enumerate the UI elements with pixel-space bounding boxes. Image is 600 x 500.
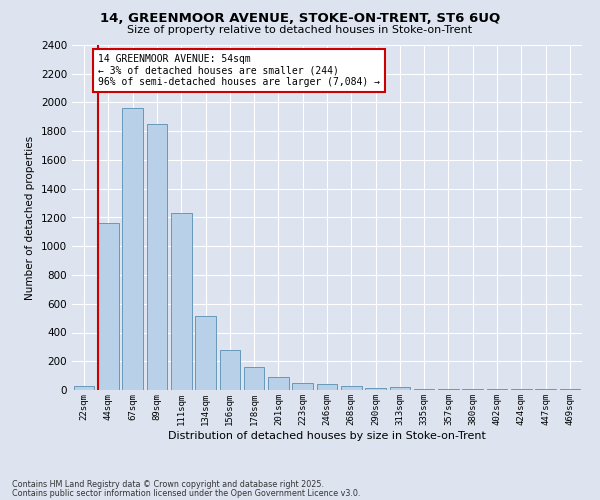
- Bar: [341, 386, 362, 390]
- Y-axis label: Number of detached properties: Number of detached properties: [25, 136, 35, 300]
- Bar: [220, 350, 240, 390]
- Text: Contains HM Land Registry data © Crown copyright and database right 2025.: Contains HM Land Registry data © Crown c…: [12, 480, 324, 489]
- Text: 14 GREENMOOR AVENUE: 54sqm
← 3% of detached houses are smaller (244)
96% of semi: 14 GREENMOOR AVENUE: 54sqm ← 3% of detac…: [98, 54, 380, 87]
- Bar: [195, 316, 216, 390]
- Bar: [365, 388, 386, 390]
- Bar: [98, 223, 119, 390]
- Bar: [268, 377, 289, 390]
- Bar: [74, 386, 94, 390]
- Bar: [171, 213, 191, 390]
- Bar: [146, 124, 167, 390]
- Bar: [244, 367, 265, 390]
- Bar: [317, 384, 337, 390]
- Bar: [122, 108, 143, 390]
- Text: 14, GREENMOOR AVENUE, STOKE-ON-TRENT, ST6 6UQ: 14, GREENMOOR AVENUE, STOKE-ON-TRENT, ST…: [100, 12, 500, 26]
- X-axis label: Distribution of detached houses by size in Stoke-on-Trent: Distribution of detached houses by size …: [168, 430, 486, 440]
- Text: Size of property relative to detached houses in Stoke-on-Trent: Size of property relative to detached ho…: [127, 25, 473, 35]
- Bar: [389, 387, 410, 390]
- Bar: [292, 383, 313, 390]
- Text: Contains public sector information licensed under the Open Government Licence v3: Contains public sector information licen…: [12, 489, 361, 498]
